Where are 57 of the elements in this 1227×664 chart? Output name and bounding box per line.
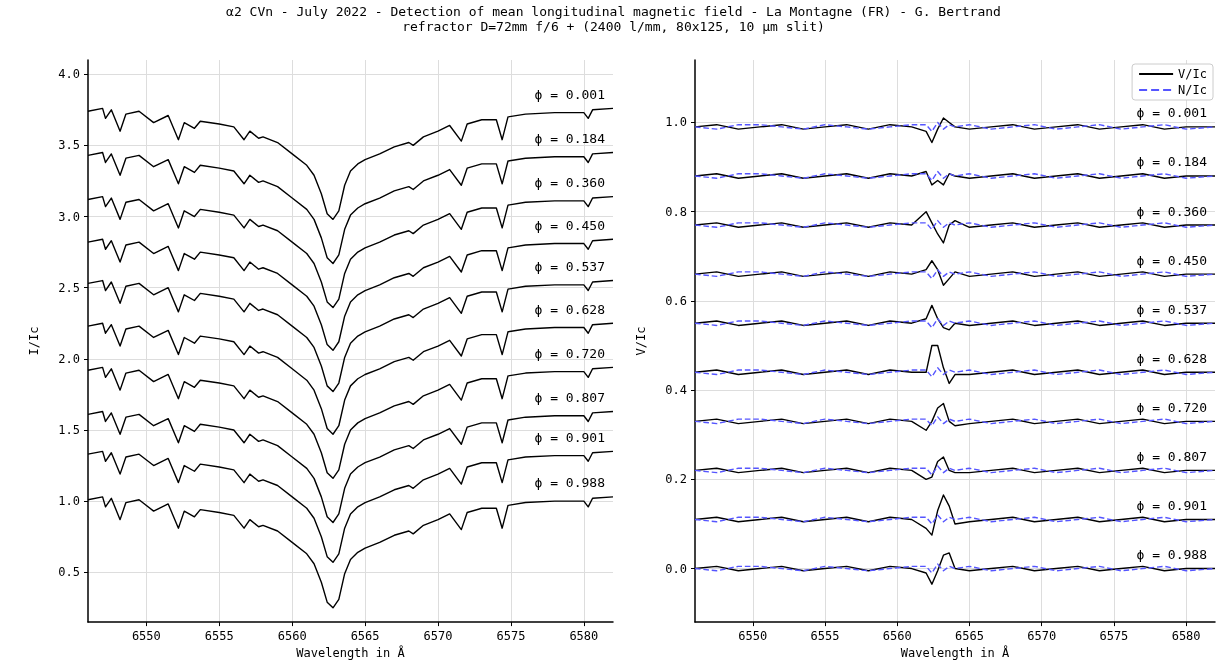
y-tick-label: 2.0 <box>58 351 80 366</box>
y-tick-label: 0.5 <box>58 565 80 580</box>
annotation: ϕ = 0.720 <box>534 345 605 361</box>
annotation: ϕ = 0.720 <box>1136 399 1207 415</box>
x-tick-label: 6580 <box>1171 629 1201 644</box>
annotation: ϕ = 0.628 <box>1136 350 1207 366</box>
y-axis-title: V/Ic <box>634 326 648 356</box>
annotation: ϕ = 0.184 <box>534 131 606 146</box>
annotation: ϕ = 0.988 <box>1136 547 1207 563</box>
legend-label: V/Ic <box>1178 67 1208 81</box>
annotation: ϕ = 0.360 <box>534 175 605 191</box>
x-tick-label: 6570 <box>1027 629 1057 644</box>
annotation: ϕ = 0.001 <box>534 86 605 102</box>
x-tick-label: 6565 <box>954 629 984 644</box>
x-tick-label: 6560 <box>882 629 912 644</box>
annotation: ϕ = 0.901 <box>1136 497 1207 513</box>
annotation: ϕ = 0.901 <box>534 429 605 445</box>
annotation: ϕ = 0.807 <box>534 389 605 405</box>
y-tick-label: 0.2 <box>665 472 687 487</box>
chart-subtitle: refractor D=72mm f/6 + (2400 l/mm, 80x125, 10 µm slit) <box>401 19 826 34</box>
y-tick-label: 4.0 <box>58 67 80 82</box>
annotation: ϕ = 0.450 <box>1136 252 1207 268</box>
y-tick-label: 0.4 <box>665 383 687 398</box>
legend-label: N/Ic <box>1178 83 1208 97</box>
x-axis-title: Wavelength in Å <box>900 645 1010 660</box>
y-tick-label: 2.5 <box>58 280 80 295</box>
annotation: ϕ = 0.537 <box>1136 301 1207 317</box>
x-axis-title: Wavelength in Å <box>296 645 406 660</box>
x-tick-label: 6565 <box>350 629 380 644</box>
x-tick-label: 6550 <box>738 629 768 644</box>
annotation: ϕ = 0.628 <box>534 301 605 317</box>
y-tick-label: 3.5 <box>58 138 80 153</box>
y-tick-label: 0.0 <box>665 561 687 576</box>
y-tick-label: 1.0 <box>58 494 80 509</box>
x-tick-label: 6560 <box>277 629 307 644</box>
annotation: ϕ = 0.537 <box>534 259 605 275</box>
x-tick-label: 6555 <box>810 629 840 644</box>
annotation: ϕ = 0.807 <box>1136 448 1207 464</box>
y-tick-label: 0.8 <box>665 204 687 219</box>
x-tick-label: 6570 <box>423 629 453 644</box>
annotation: ϕ = 0.988 <box>534 475 605 491</box>
annotation: ϕ = 0.360 <box>1136 203 1207 219</box>
annotation: ϕ = 0.450 <box>534 217 605 233</box>
y-tick-label: 1.5 <box>58 422 80 437</box>
annotation: ϕ = 0.184 <box>1136 154 1208 170</box>
x-tick-label: 6575 <box>1099 629 1129 644</box>
y-tick-label: 1.0 <box>665 115 687 130</box>
line-series <box>694 170 1216 186</box>
annotation: ϕ = 0.001 <box>1136 105 1207 121</box>
x-tick-label: 6550 <box>131 629 161 644</box>
y-axis-title: I/Ic <box>27 326 41 356</box>
y-tick-label: 3.0 <box>58 209 80 224</box>
x-tick-label: 6555 <box>204 629 234 644</box>
x-tick-label: 6580 <box>569 629 599 644</box>
x-tick-label: 6575 <box>496 629 526 644</box>
chart-title: α2 CVn - July 2022 - Detection of mean longitudinal magnetic field - La Montagne (FR) - G. Bertrand <box>225 4 1002 19</box>
y-tick-label: 0.6 <box>665 293 687 308</box>
